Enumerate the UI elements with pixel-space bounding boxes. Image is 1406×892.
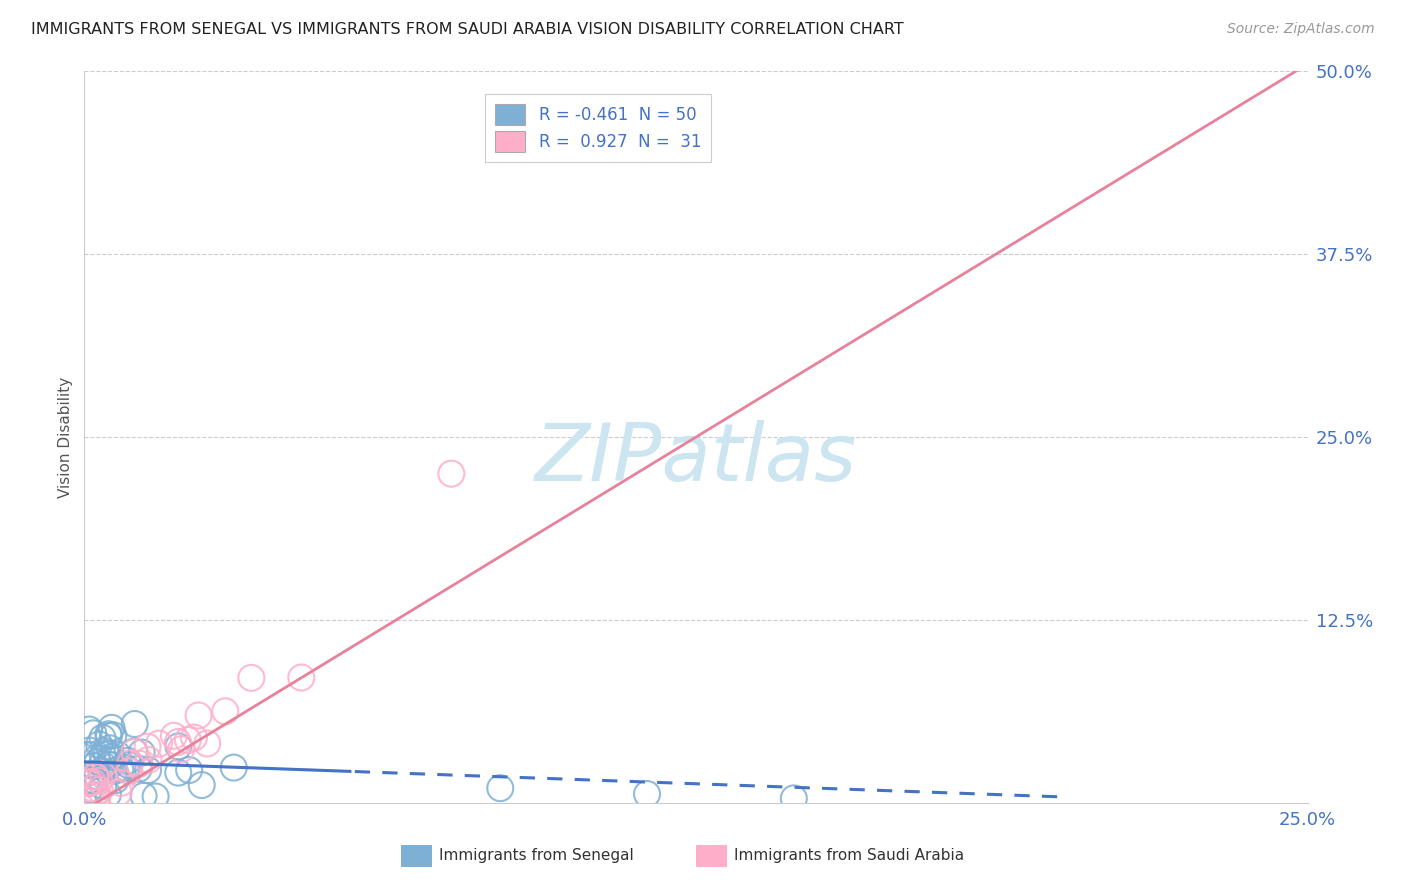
Point xyxy=(97,757,120,772)
Point xyxy=(77,776,100,790)
Point xyxy=(77,748,100,763)
Point xyxy=(107,786,129,800)
Point xyxy=(84,770,107,784)
Point xyxy=(98,729,121,743)
Point xyxy=(240,671,263,685)
Point xyxy=(489,781,512,796)
Point xyxy=(86,769,108,783)
Point xyxy=(83,773,105,788)
Point xyxy=(91,731,114,745)
Point xyxy=(148,737,170,751)
Point xyxy=(167,735,190,749)
Point xyxy=(100,758,122,772)
Point xyxy=(103,728,125,742)
Point xyxy=(91,747,114,762)
Point xyxy=(100,721,122,735)
Point xyxy=(290,671,312,685)
Point xyxy=(440,467,463,481)
Point xyxy=(84,770,107,784)
Point xyxy=(82,726,104,740)
Text: Source: ZipAtlas.com: Source: ZipAtlas.com xyxy=(1227,22,1375,37)
Point xyxy=(91,768,114,782)
Point xyxy=(214,704,236,718)
Point xyxy=(117,754,139,768)
Point xyxy=(98,741,121,756)
Point xyxy=(87,738,110,752)
Point xyxy=(90,764,112,778)
Point xyxy=(86,751,108,765)
Point xyxy=(167,739,190,754)
Point xyxy=(124,745,146,759)
Point xyxy=(115,761,138,775)
Text: Immigrants from Senegal: Immigrants from Senegal xyxy=(439,848,634,863)
Point xyxy=(83,759,105,773)
Point xyxy=(79,773,101,788)
Point xyxy=(97,727,120,741)
Point xyxy=(77,775,100,789)
Point xyxy=(132,789,155,803)
Text: Immigrants from Saudi Arabia: Immigrants from Saudi Arabia xyxy=(734,848,965,863)
Point xyxy=(82,775,104,789)
Point xyxy=(163,729,186,743)
Point xyxy=(128,756,150,771)
Point xyxy=(118,764,141,779)
Point xyxy=(128,762,150,776)
Point xyxy=(179,763,201,777)
Point xyxy=(783,791,806,805)
Point xyxy=(131,746,153,760)
Point xyxy=(107,747,129,762)
Point xyxy=(167,765,190,780)
Point xyxy=(96,747,118,762)
Point xyxy=(82,781,104,796)
Text: ZIPatlas: ZIPatlas xyxy=(534,420,858,498)
Point xyxy=(170,742,193,756)
Point xyxy=(195,736,218,750)
Text: IMMIGRANTS FROM SENEGAL VS IMMIGRANTS FROM SAUDI ARABIA VISION DISABILITY CORREL: IMMIGRANTS FROM SENEGAL VS IMMIGRANTS FR… xyxy=(31,22,904,37)
Point xyxy=(110,776,132,790)
Point xyxy=(138,753,160,767)
Point xyxy=(91,779,114,793)
Point xyxy=(122,745,145,759)
Point xyxy=(77,723,100,737)
Point xyxy=(136,739,159,754)
Point xyxy=(91,756,114,771)
Point xyxy=(120,756,142,771)
Point xyxy=(77,782,100,797)
Point xyxy=(118,758,141,772)
Point xyxy=(190,778,212,792)
Point xyxy=(89,782,111,797)
Point xyxy=(110,762,132,776)
Point xyxy=(177,733,200,747)
Point xyxy=(84,788,107,802)
Y-axis label: Vision Disability: Vision Disability xyxy=(58,376,73,498)
Point xyxy=(136,763,159,777)
Point xyxy=(636,787,658,801)
Legend: R = -0.461  N = 50, R =  0.927  N =  31: R = -0.461 N = 50, R = 0.927 N = 31 xyxy=(485,95,711,161)
Point xyxy=(183,731,205,745)
Point xyxy=(86,755,108,769)
Point xyxy=(104,773,127,788)
Point xyxy=(187,708,209,723)
Point xyxy=(124,717,146,731)
Point xyxy=(97,788,120,802)
Point xyxy=(100,750,122,764)
Point xyxy=(86,789,108,804)
Point xyxy=(104,764,127,778)
Point xyxy=(89,774,111,789)
Point xyxy=(94,744,117,758)
Point xyxy=(222,761,245,775)
Point xyxy=(77,743,100,757)
Point xyxy=(145,789,167,804)
